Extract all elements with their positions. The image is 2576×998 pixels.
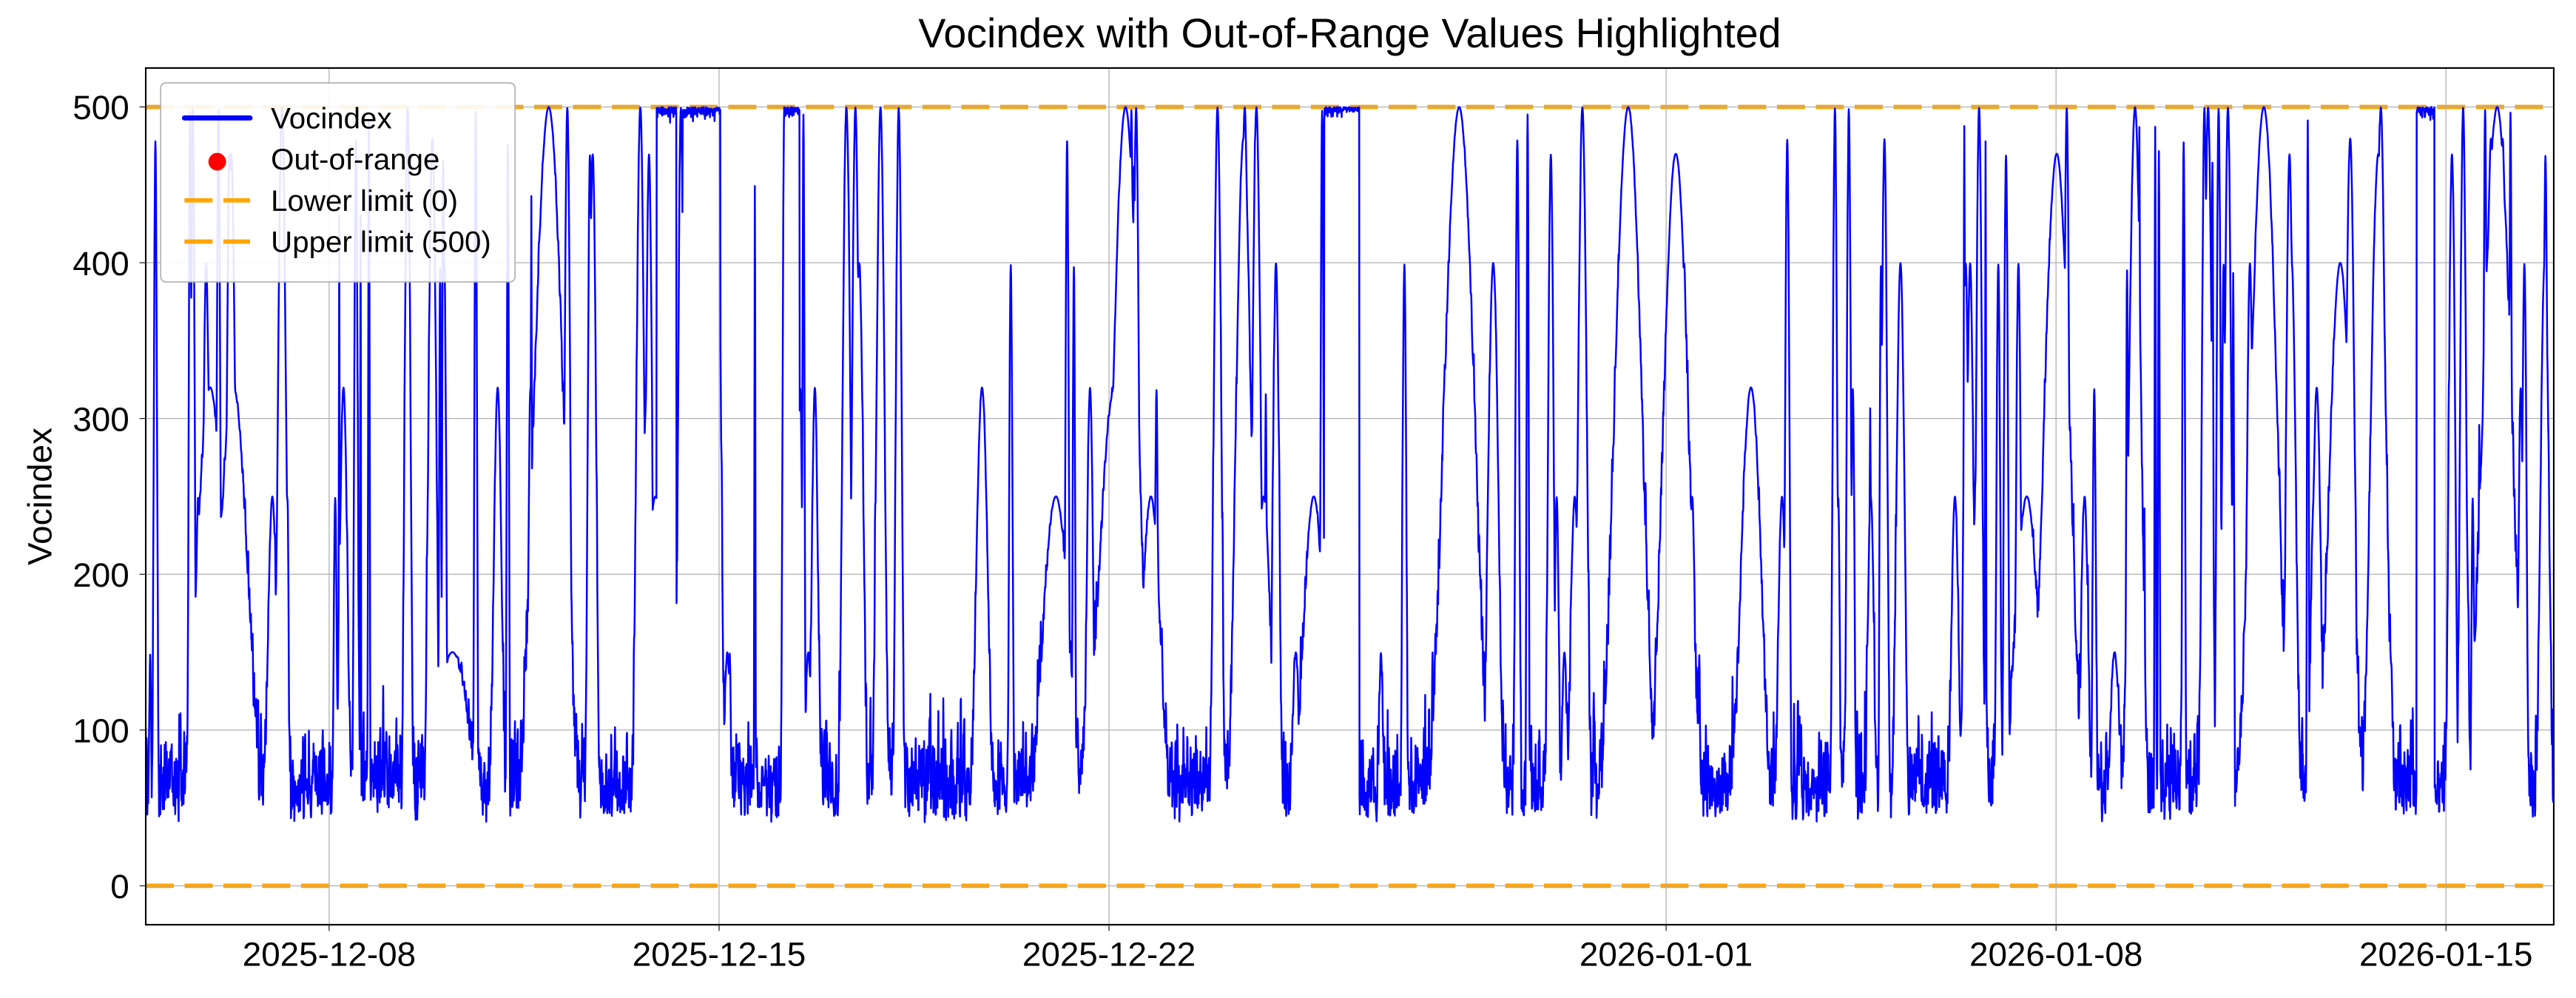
svg-text:2025-12-15: 2025-12-15	[633, 935, 806, 973]
svg-text:Out-of-range: Out-of-range	[271, 143, 439, 176]
svg-text:2026-01-15: 2026-01-15	[2359, 935, 2532, 973]
svg-text:400: 400	[73, 245, 129, 283]
svg-text:Upper limit (500): Upper limit (500)	[271, 226, 491, 259]
svg-text:2026-01-08: 2026-01-08	[1969, 935, 2142, 973]
svg-text:100: 100	[73, 712, 129, 749]
svg-text:2026-01-01: 2026-01-01	[1579, 935, 1753, 973]
svg-text:500: 500	[73, 89, 129, 127]
svg-text:2025-12-08: 2025-12-08	[243, 935, 416, 973]
svg-text:200: 200	[73, 556, 129, 594]
svg-text:300: 300	[73, 400, 129, 438]
svg-text:2025-12-22: 2025-12-22	[1022, 935, 1196, 973]
svg-text:Lower limit (0): Lower limit (0)	[271, 184, 458, 218]
svg-text:0: 0	[110, 868, 129, 906]
svg-text:Vocindex with Out-of-Range Val: Vocindex with Out-of-Range Values Highli…	[918, 10, 1781, 56]
svg-text:Vocindex: Vocindex	[21, 428, 58, 565]
svg-text:Vocindex: Vocindex	[271, 102, 391, 135]
